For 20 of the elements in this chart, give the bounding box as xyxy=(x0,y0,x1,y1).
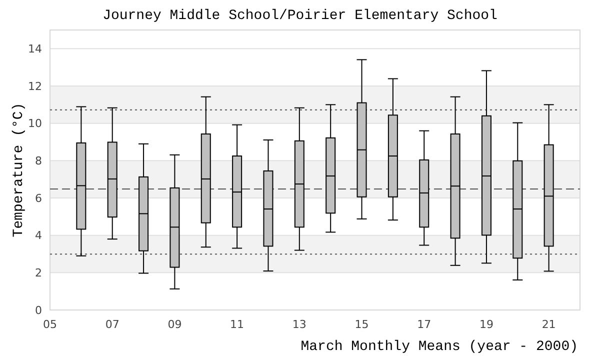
y-tick-label: 14 xyxy=(28,42,42,56)
y-tick-label: 12 xyxy=(28,80,42,93)
y-tick-label: 2 xyxy=(35,266,42,280)
x-tick-label: 21 xyxy=(542,318,556,331)
x-tick-label: 11 xyxy=(230,318,244,331)
x-tick-label: 13 xyxy=(292,318,306,331)
x-tick-label: 17 xyxy=(417,318,432,331)
y-tick-label: 0 xyxy=(35,304,42,317)
y-tick-label: 10 xyxy=(28,117,42,130)
y-tick-label: 8 xyxy=(35,154,42,168)
y-tick-label: 6 xyxy=(35,192,42,205)
x-tick-label: 07 xyxy=(105,318,120,331)
x-tick-label: 09 xyxy=(168,318,182,331)
y-axis-title: Temperature (°C) xyxy=(11,102,27,238)
x-tick-label: 05 xyxy=(43,318,57,331)
x-tick-label: 19 xyxy=(479,318,494,331)
y-tick-label: 4 xyxy=(35,229,42,242)
x-axis-title: March Monthly Means (year - 2000) xyxy=(300,339,578,355)
chart-title: Journey Middle School/Poirier Elementary School xyxy=(102,8,498,24)
x-tick-label: 15 xyxy=(354,318,369,331)
